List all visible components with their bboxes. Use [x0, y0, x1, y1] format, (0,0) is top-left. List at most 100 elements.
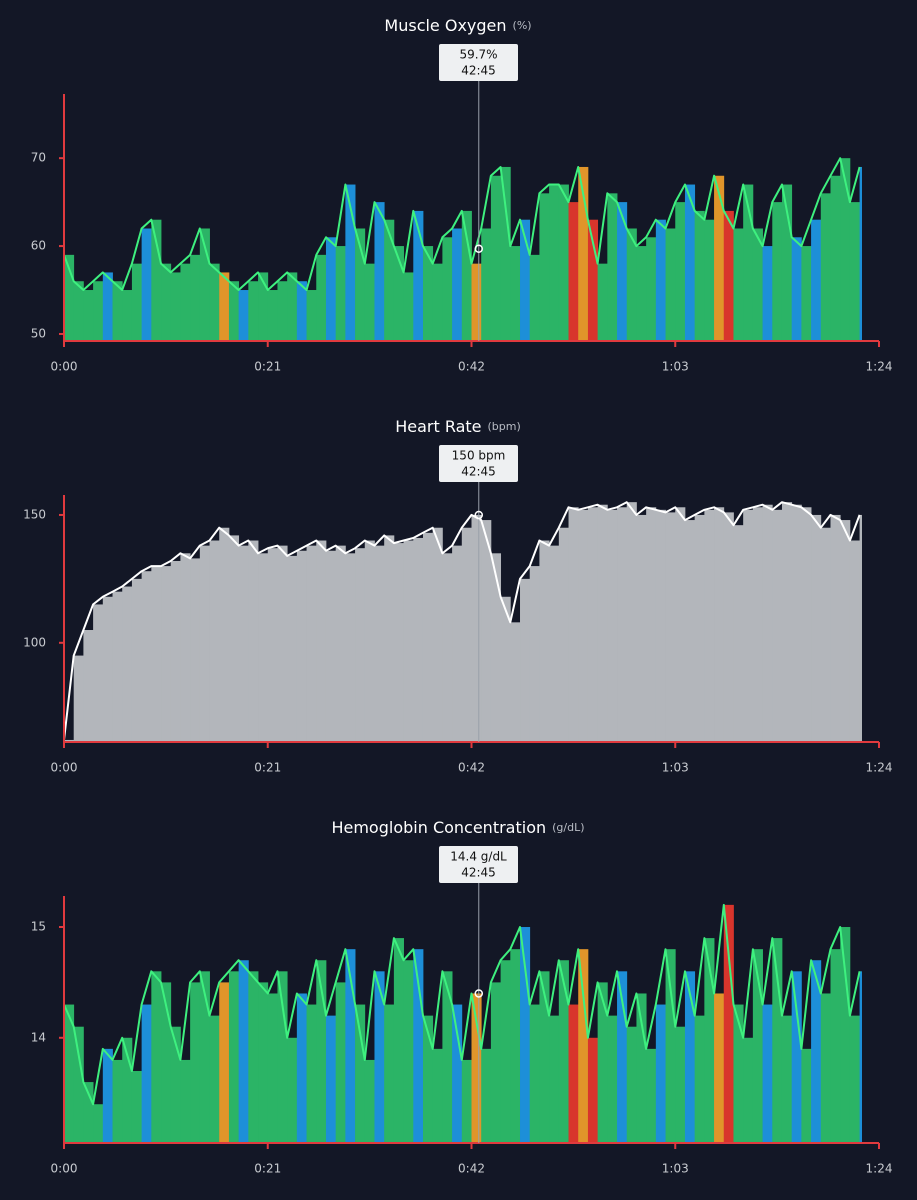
area-strip — [597, 504, 608, 742]
x-tick-label: 0:00 — [51, 1162, 78, 1176]
cursor-point — [474, 989, 484, 998]
area-strip — [655, 1004, 666, 1143]
area-strip — [539, 971, 550, 1143]
area-strip — [73, 281, 84, 341]
area-strip — [675, 507, 686, 742]
area-strip — [655, 219, 666, 341]
area-strip — [287, 1037, 298, 1143]
area-strip — [432, 263, 443, 341]
x-tick-label: 1:24 — [866, 761, 893, 775]
title-unit: (bpm) — [488, 420, 521, 433]
area-strip — [811, 960, 822, 1143]
area-strip — [636, 246, 647, 341]
area-strip — [335, 545, 346, 742]
area-strip — [646, 1048, 657, 1143]
area-strip — [296, 993, 307, 1143]
area-strip — [510, 246, 521, 341]
area-strip — [306, 545, 317, 742]
tooltip-time: 42:45 — [461, 64, 496, 78]
area-strip — [413, 210, 424, 341]
tooltip-box — [439, 445, 518, 482]
x-tick-label: 1:24 — [866, 360, 893, 374]
area-strip — [122, 290, 133, 341]
tooltip-value: 59.7% — [459, 48, 497, 62]
area-strip — [655, 509, 666, 742]
area-strip — [364, 540, 375, 742]
area-strip — [801, 1048, 812, 1143]
area-strip — [539, 193, 550, 341]
tooltip-time: 42:45 — [461, 866, 496, 880]
area-strip — [675, 1026, 686, 1143]
area-strip — [277, 971, 288, 1143]
area-strip — [694, 210, 705, 341]
area-strip — [190, 254, 201, 341]
area-strip — [752, 949, 763, 1143]
area-strip — [510, 949, 521, 1143]
area-strip — [723, 904, 734, 1143]
area-strip — [422, 1015, 434, 1143]
area-strip — [141, 1004, 152, 1143]
area-strip — [345, 184, 356, 341]
area-strip — [636, 514, 647, 742]
area-strip — [646, 507, 657, 742]
area-strip — [490, 175, 502, 341]
area-strip — [791, 504, 802, 742]
area-strip — [180, 1059, 191, 1143]
area-strip — [820, 193, 831, 341]
area-strip — [626, 228, 637, 341]
area-strip — [364, 263, 375, 341]
title-text: Muscle Oxygen — [384, 16, 506, 35]
area-strip — [296, 550, 307, 742]
area-strip — [122, 586, 133, 742]
area-strip — [296, 281, 307, 341]
area-strip — [665, 512, 676, 742]
area-strip — [781, 502, 793, 742]
area-strip — [180, 553, 191, 742]
area-strip — [180, 263, 191, 341]
area-strip — [316, 960, 327, 1143]
area-strip — [442, 971, 453, 1143]
area-strip — [568, 1004, 579, 1143]
area-strip — [743, 184, 754, 341]
area-strip — [325, 237, 337, 341]
area-strip — [859, 514, 862, 742]
y-tick-label: 14 — [31, 1030, 46, 1044]
area-strip — [199, 971, 210, 1143]
area-strip — [238, 290, 249, 341]
area-strip — [704, 219, 715, 341]
area-strip — [287, 272, 298, 341]
series-line — [63, 501, 861, 741]
area-strip — [83, 630, 94, 742]
area-strip — [267, 548, 278, 742]
chart-title: Muscle Oxygen (%) — [384, 16, 531, 35]
x-tick-label: 1:03 — [662, 761, 689, 775]
area-strip — [393, 246, 404, 341]
area-strip — [500, 960, 511, 1143]
area-strip — [481, 1048, 492, 1143]
area-strip — [471, 993, 482, 1143]
area-strip — [161, 566, 172, 742]
area-strip — [190, 982, 201, 1143]
area-strip — [442, 553, 453, 742]
y-tick-label: 60 — [31, 239, 46, 253]
area-strip — [714, 175, 725, 341]
x-tick-label: 0:42 — [458, 761, 485, 775]
cursor-point — [474, 510, 484, 520]
x-tick-label: 0:00 — [51, 360, 78, 374]
area-strip — [422, 532, 434, 742]
area-strip — [209, 540, 220, 742]
area-strip — [170, 560, 181, 742]
area-strip — [64, 739, 75, 742]
area-strip — [228, 535, 240, 742]
area-strip — [811, 514, 822, 742]
area-strip — [161, 263, 172, 341]
area-strip — [112, 591, 123, 742]
area-strip — [781, 1015, 793, 1143]
area-strip — [248, 540, 259, 742]
tooltip-box — [439, 44, 518, 81]
area-strip — [840, 927, 851, 1143]
area-strip — [403, 272, 414, 341]
area-strip — [112, 1059, 123, 1143]
area-strip — [461, 1059, 472, 1143]
